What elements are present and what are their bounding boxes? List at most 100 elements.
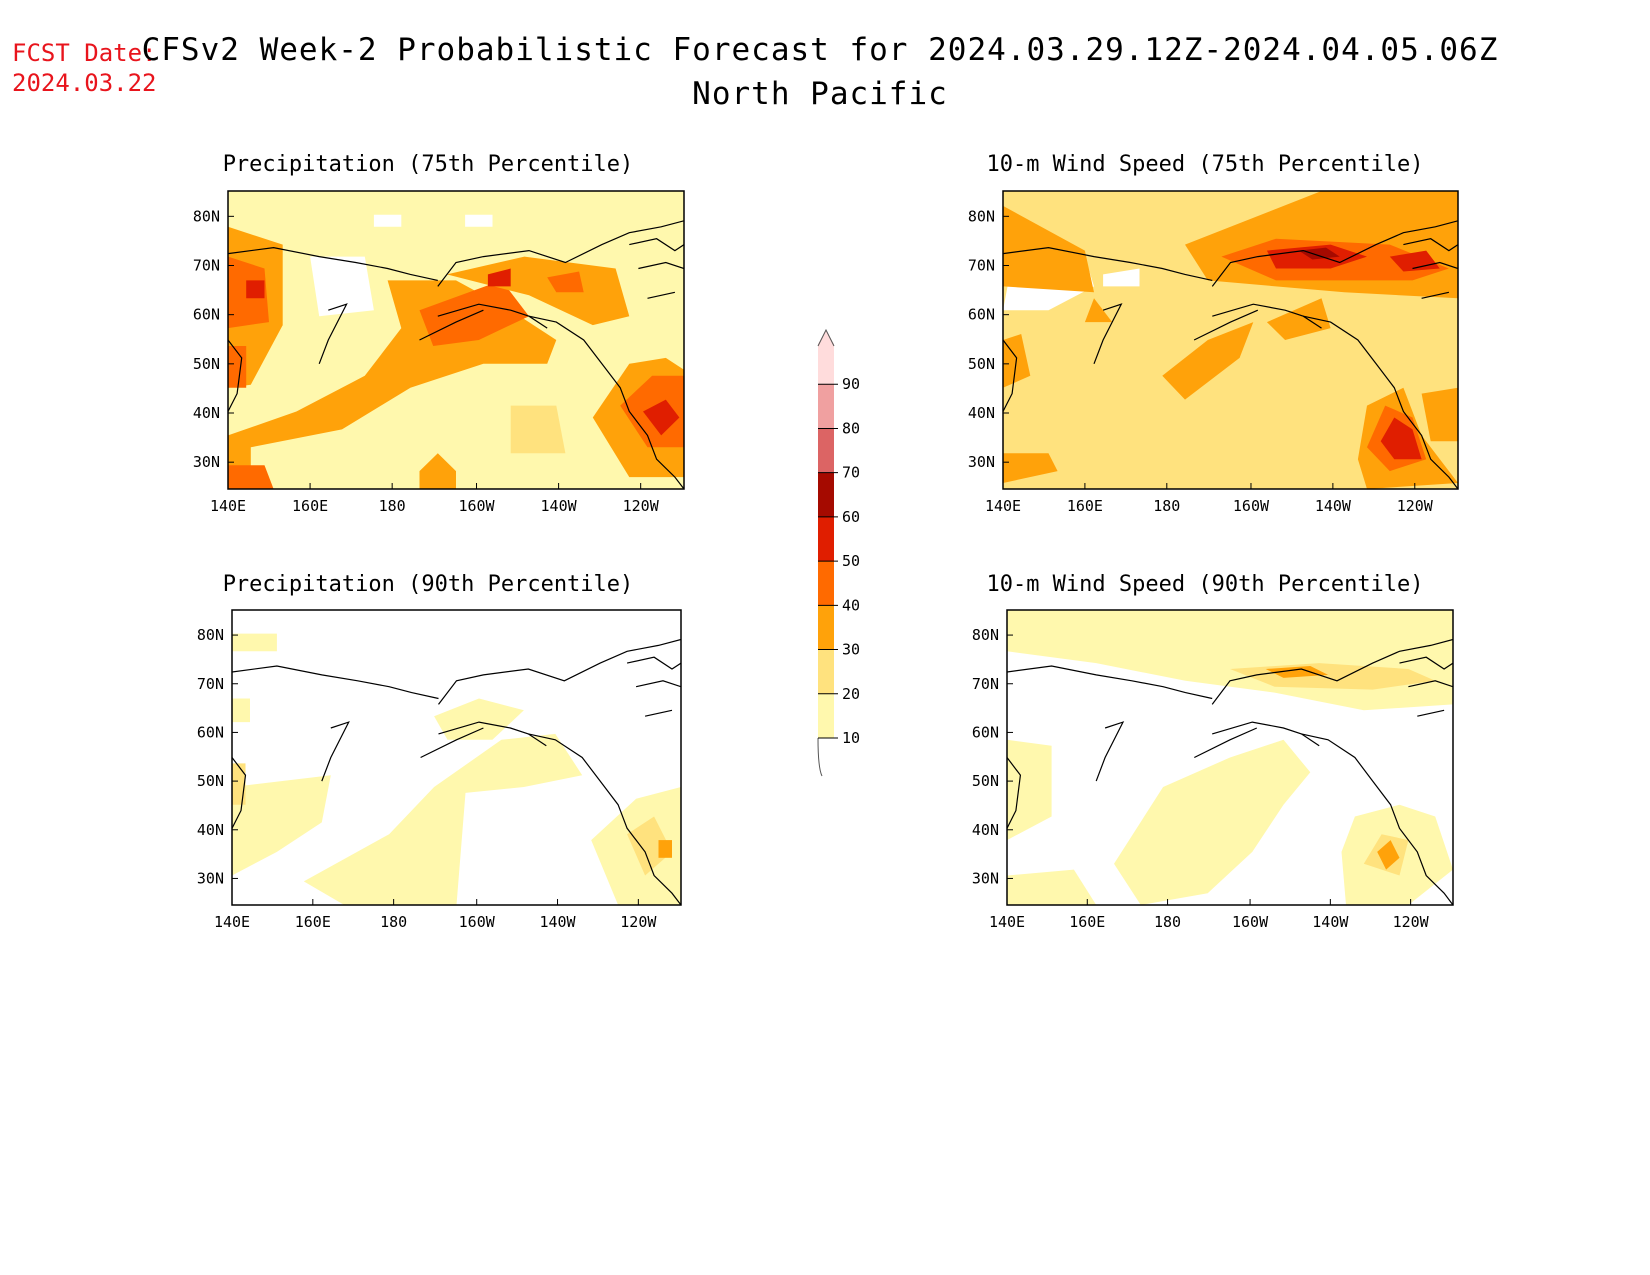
colorbar-label: 90 (842, 375, 860, 393)
lon-label: 160W (459, 913, 496, 931)
probability-area (487, 268, 511, 287)
lat-label: 70N (197, 675, 224, 693)
probability-area (1298, 247, 1340, 260)
forecast-date-value: 2024.03.22 (12, 69, 157, 97)
panel-title-precip90: Precipitation (90th Percentile) (222, 572, 634, 597)
panel-title-precip75: Precipitation (75th Percentile) (222, 152, 634, 177)
forecast-date-label: FCST Date: (12, 39, 157, 67)
probability-area (658, 840, 672, 858)
colorbar-label: 70 (842, 464, 860, 482)
lat-label: 40N (197, 821, 224, 839)
colorbar-segment (818, 693, 834, 738)
forecast-date: FCST Date: 2024.03.22 (12, 38, 157, 98)
coastline (1007, 757, 1022, 829)
probability-area (465, 214, 493, 227)
coastline (1211, 220, 1458, 287)
coastline (228, 339, 243, 412)
probability-area (232, 775, 331, 876)
coastline (420, 727, 484, 759)
coastline (1417, 709, 1445, 717)
colorbar-label: 60 (842, 508, 860, 526)
probability-area (1265, 666, 1329, 678)
probability-area (1103, 268, 1140, 287)
lat-label: 40N (968, 404, 995, 422)
colorbar-label: 10 (842, 729, 860, 747)
colorbar-segment (818, 472, 834, 517)
lon-label: 160W (458, 497, 495, 515)
colorbar-label: 80 (842, 419, 860, 437)
coastline (1211, 638, 1453, 705)
colorbar-label: 50 (842, 552, 860, 570)
lon-label: 140W (1312, 913, 1349, 931)
map-panel-precip75: 80N 70N 60N 50N 40N 30N 140E 160E 180 160W 140W 120… (193, 190, 685, 515)
probability-area (228, 465, 274, 489)
map-frame (1006, 609, 1454, 906)
lat-label: 60N (968, 306, 995, 324)
coastline (626, 656, 681, 670)
coastline (1193, 309, 1259, 341)
probability-area (547, 271, 584, 293)
lat-label: 60N (193, 306, 220, 324)
probability-area (1007, 869, 1097, 905)
coastline (1421, 291, 1450, 299)
lat-label: 50N (972, 772, 999, 790)
probability-area (303, 733, 583, 905)
coastline (1412, 261, 1458, 270)
coastline (1003, 339, 1018, 412)
lon-label: 160E (1067, 497, 1103, 515)
lon-label: 120W (1393, 913, 1430, 931)
probability-area (373, 214, 402, 227)
map-frame (227, 190, 685, 490)
coastline (232, 757, 247, 829)
colorbar-segment (818, 384, 834, 429)
region-title: North Pacific (692, 76, 948, 112)
lon-label: 160W (1232, 913, 1269, 931)
lat-label: 30N (968, 453, 995, 471)
coastline (318, 303, 348, 365)
coastline (528, 733, 681, 905)
lat-label: 30N (193, 453, 220, 471)
probability-area (434, 698, 524, 740)
lat-label: 60N (197, 723, 224, 741)
map-frame (1002, 190, 1459, 490)
coastline (1007, 665, 1213, 700)
colorbar-segment (818, 561, 834, 606)
colorbar: 10 20 30 40 50 60 70 80 90 (817, 328, 860, 777)
lon-label: 180 (380, 913, 407, 931)
lon-label: 160E (295, 913, 331, 931)
probability-area (1380, 417, 1422, 460)
colorbar-segment (818, 516, 834, 562)
lat-label: 40N (193, 404, 220, 422)
probability-area (1389, 250, 1440, 272)
panel-title-wind75: 10-m Wind Speed (75th Percentile) (986, 152, 1424, 177)
coastline (1212, 303, 1322, 329)
lon-label: 140E (985, 497, 1021, 515)
probability-area (627, 816, 672, 876)
coastline (228, 246, 438, 281)
coastline (1408, 680, 1453, 688)
colorbar-segment (818, 605, 834, 650)
main-title: CFSv2 Week-2 Probabilistic Forecast for … (141, 32, 1499, 68)
lat-label: 80N (972, 626, 999, 644)
probability-area (228, 346, 247, 388)
map-frame (231, 609, 682, 906)
lat-label: 80N (197, 626, 224, 644)
map-panel-wind90: 80N 70N 60N 50N 40N 30N 140E 160E 180 160W 140W 120… (972, 609, 1454, 931)
coastline (638, 261, 684, 270)
coastline (1003, 246, 1213, 281)
coastline (321, 721, 350, 782)
probability-area (510, 405, 566, 454)
colorbar-label: 30 (842, 641, 860, 659)
map-panel-precip90: 80N 70N 60N 50N 40N 30N 140E 160E 180 160W 140W 120… (197, 609, 682, 931)
coastline (1403, 238, 1458, 252)
probability-area (1266, 298, 1331, 340)
colorbar-segment (818, 428, 834, 473)
probability-area (232, 763, 246, 805)
lon-label: 160E (292, 497, 328, 515)
probability-area (1421, 387, 1458, 442)
lat-label: 70N (193, 257, 220, 275)
coastline (419, 309, 484, 341)
probability-area (246, 280, 265, 299)
coastline (635, 680, 681, 688)
